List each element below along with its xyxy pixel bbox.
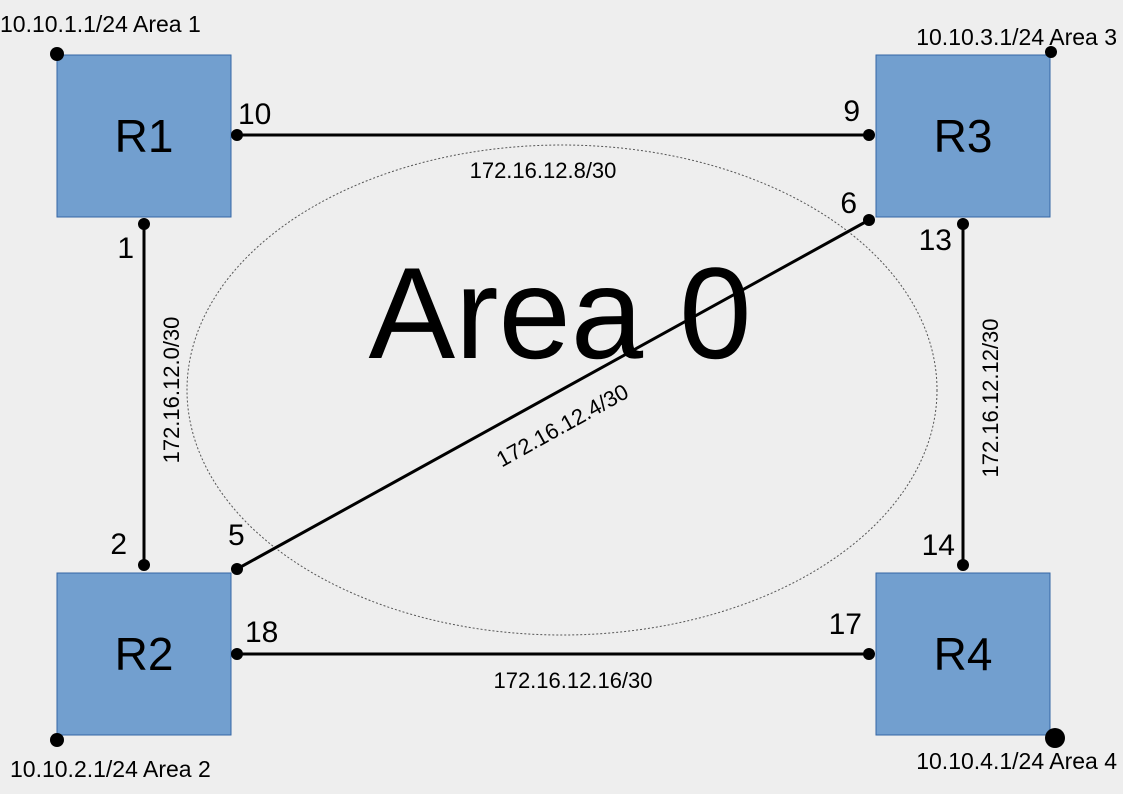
iface-r3-r4-b: 14: [922, 529, 955, 562]
router-r3-label: R3: [934, 110, 993, 162]
router-r1-label: R1: [115, 110, 174, 162]
subnet-r2-r4: 172.16.12.16/30: [493, 668, 652, 693]
iface-r3-r4-a: 13: [919, 224, 952, 257]
router-r4-label: R4: [934, 628, 993, 680]
link-r1-r2[interactable]: [138, 218, 150, 571]
area0-label: Area 0: [368, 240, 751, 386]
subnet-r2-r3: 172.16.12.4/30: [492, 379, 633, 472]
lan-label-r3: 10.10.3.1/24 Area 3: [916, 24, 1117, 50]
subnet-r3-r4: 172.16.12.12/30: [978, 318, 1003, 477]
link-r2-r4[interactable]: [231, 648, 875, 660]
lan-dot-r1: [50, 47, 64, 61]
lan-dot-r4: [1045, 728, 1065, 748]
iface-r1-r3-b: 9: [843, 95, 860, 128]
lan-dot-r3: [1045, 46, 1057, 58]
iface-r1-r3-a: 10: [238, 98, 271, 131]
lan-dot-r2: [50, 733, 64, 747]
router-r3[interactable]: R3: [875, 54, 1051, 218]
iface-r2-r3-b: 6: [840, 187, 857, 220]
link-r2-r3[interactable]: [231, 214, 875, 575]
router-r1[interactable]: R1: [56, 54, 232, 218]
lan-label-r1: 10.10.1.1/24 Area 1: [0, 11, 201, 37]
subnet-r1-r2: 172.16.12.0/30: [159, 317, 184, 464]
iface-r1-r2-b: 2: [110, 528, 127, 561]
subnet-r1-r3: 172.16.12.8/30: [470, 158, 617, 183]
iface-r1-r2-a: 1: [117, 232, 134, 265]
iface-r2-r4-a: 18: [245, 616, 278, 649]
router-r2-label: R2: [115, 628, 174, 680]
link-r3-r4[interactable]: [957, 218, 969, 571]
area0-boundary: [186, 144, 938, 636]
lan-label-r2: 10.10.2.1/24 Area 2: [10, 756, 211, 782]
router-r2[interactable]: R2: [56, 572, 232, 736]
link-r1-r3[interactable]: [231, 129, 875, 141]
lan-label-r4: 10.10.4.1/24 Area 4: [916, 748, 1117, 774]
router-r4[interactable]: R4: [875, 572, 1051, 736]
iface-r2-r4-b: 17: [829, 608, 862, 641]
iface-r2-r3-a: 5: [228, 519, 245, 552]
